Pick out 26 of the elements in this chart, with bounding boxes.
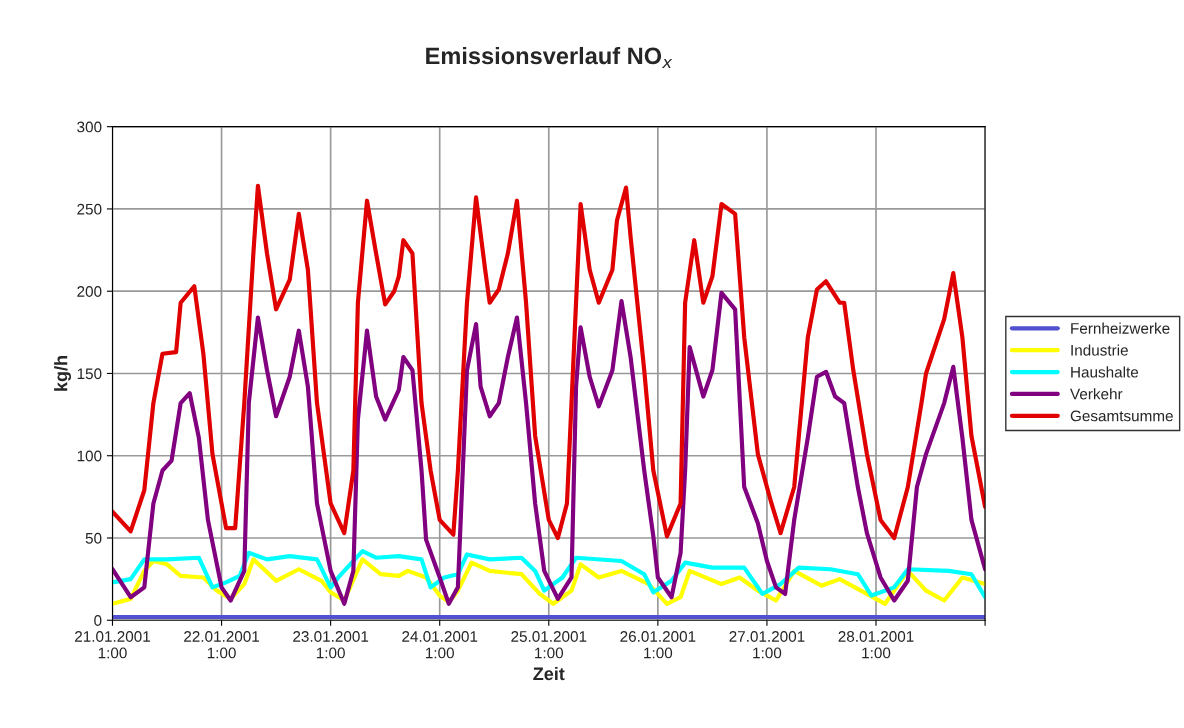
y-axis-title: kg/h — [54, 356, 72, 391]
x-tick-label: 25.01.2001 1:00 — [511, 631, 587, 659]
y-tick-label: 100 — [77, 450, 102, 462]
line-series — [112, 549, 986, 600]
y-tick-label: 0 — [94, 615, 102, 626]
x-tick-label: 21.01.2001 1:00 — [75, 631, 150, 659]
y-tick-label: 300 — [77, 121, 102, 133]
y-tick-label: 50 — [85, 532, 102, 544]
line-series — [112, 290, 986, 606]
x-tick-label: 28.01.2001 1:00 — [838, 631, 914, 659]
x-tick-label: 27.01.2001 1:00 — [729, 631, 805, 659]
legend-label: Haushalte — [1071, 366, 1139, 378]
x-tick-label: 24.01.2001 1:00 — [402, 631, 478, 659]
legend-label: Gesamtsumme — [1070, 410, 1173, 422]
y-tick-label: 150 — [77, 368, 102, 380]
x-tick-label: 22.01.2001 1:00 — [184, 631, 260, 659]
y-tick-label: 200 — [77, 286, 102, 297]
legend-label: Fernheizwerke — [1071, 322, 1170, 334]
x-axis-title: Zeit — [533, 666, 565, 681]
x-tick-label: 23.01.2001 1:00 — [293, 631, 369, 659]
legend-label: Industrie — [1071, 344, 1128, 356]
x-tick-label: 26.01.2001 1:00 — [620, 631, 696, 659]
line-series — [112, 183, 986, 541]
legend-label: Verkehr — [1070, 388, 1123, 400]
y-tick-label: 250 — [77, 203, 102, 215]
chart-title: Emissionsverlauf NO$_{x}$ — [426, 46, 673, 68]
